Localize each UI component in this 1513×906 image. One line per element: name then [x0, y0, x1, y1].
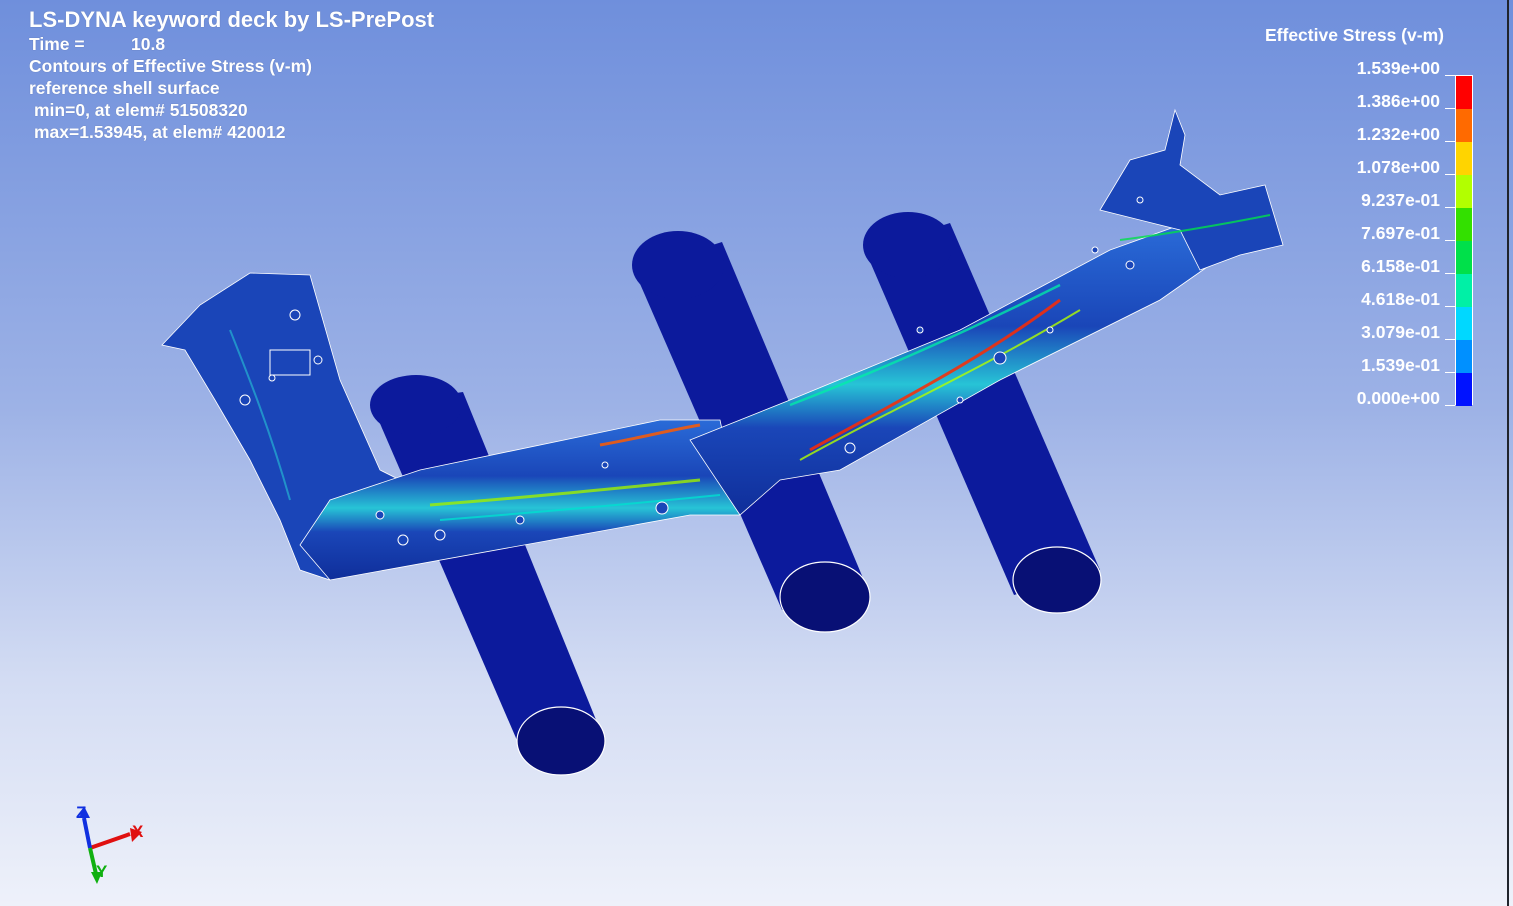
legend-tick	[1445, 240, 1455, 241]
min-value-line: min=0, at elem# 51508320	[34, 100, 248, 120]
legend-tick	[1445, 75, 1455, 76]
triad-x-label: X	[132, 822, 144, 841]
legend-tick	[1445, 339, 1455, 340]
legend-swatch	[1456, 142, 1472, 175]
time-value: 10.8	[131, 34, 166, 54]
legend-label: 6.158e-01	[1361, 256, 1440, 276]
legend-tick	[1445, 141, 1455, 142]
legend-swatch	[1456, 373, 1472, 406]
legend-swatch	[1456, 76, 1472, 109]
y-axis-arrow	[88, 847, 98, 875]
legend-label: 1.539e+00	[1356, 58, 1440, 78]
legend-label: 1.078e+00	[1356, 157, 1440, 177]
coordinate-triad	[79, 806, 142, 884]
legend-label: 1.386e+00	[1356, 91, 1440, 111]
legend-swatch	[1456, 307, 1472, 340]
legend-swatch	[1456, 274, 1472, 307]
surface-description: reference shell surface	[29, 78, 220, 98]
legend-swatch	[1456, 340, 1472, 373]
cylinder-left	[370, 375, 606, 776]
legend-swatch	[1456, 175, 1472, 208]
legend-swatch	[1456, 208, 1472, 241]
legend-label: 4.618e-01	[1361, 289, 1440, 309]
legend-tick	[1445, 207, 1455, 208]
z-axis-arrow	[82, 817, 92, 849]
legend-tick	[1445, 405, 1455, 406]
legend-label: 9.237e-01	[1361, 190, 1440, 210]
legend-tick	[1445, 372, 1455, 373]
legend-label: 0.000e+00	[1356, 388, 1440, 408]
legend-label: 1.539e-01	[1361, 355, 1440, 375]
contour-description: Contours of Effective Stress (v-m)	[29, 56, 312, 76]
time-label: Time =	[29, 34, 85, 54]
legend-tick	[1445, 108, 1455, 109]
legend-swatch	[1456, 241, 1472, 274]
legend-swatch	[1456, 109, 1472, 142]
triad-z-label: Z	[76, 803, 87, 822]
legend-title: Effective Stress (v-m)	[1265, 25, 1444, 45]
legend-tick	[1445, 174, 1455, 175]
triad-y-label: Y	[96, 862, 108, 881]
legend-color-bar	[1455, 75, 1473, 406]
x-axis-arrow	[89, 832, 131, 850]
viewport-border	[1507, 0, 1509, 906]
max-value-line: max=1.53945, at elem# 420012	[34, 122, 286, 142]
legend-label: 1.232e+00	[1356, 124, 1440, 144]
legend-tick	[1445, 273, 1455, 274]
frame-rail-part[interactable]	[161, 108, 1284, 581]
legend-tick	[1445, 306, 1455, 307]
legend-label: 3.079e-01	[1361, 322, 1440, 342]
deck-title: LS-DYNA keyword deck by LS-PrePost	[29, 7, 435, 32]
cylinder-right	[863, 212, 1102, 614]
legend-label: 7.697e-01	[1361, 223, 1440, 243]
